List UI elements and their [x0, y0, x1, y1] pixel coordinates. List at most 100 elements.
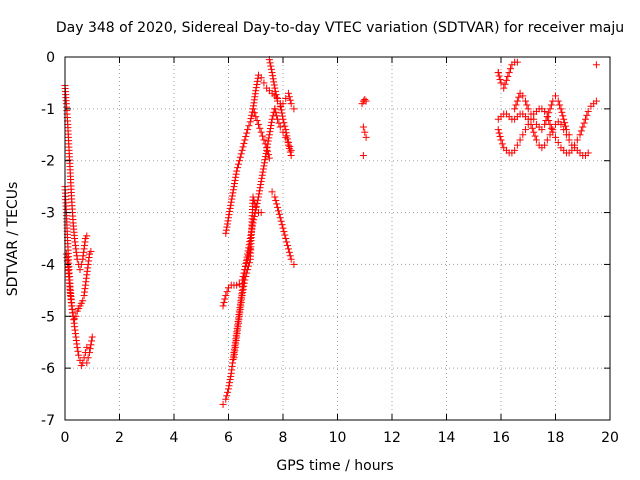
data-point: [76, 266, 84, 274]
data-point: [77, 260, 85, 268]
data-point: [88, 333, 96, 341]
data-point-interp: [278, 221, 286, 229]
data-point-interp: [261, 156, 269, 164]
data-point-interp: [272, 91, 280, 99]
data-point-interp: [250, 196, 258, 204]
x-axis-label: GPS time / hours: [276, 458, 393, 474]
data-point-interp: [273, 94, 281, 102]
data-point-interp: [266, 125, 274, 133]
data-point-interp: [286, 142, 294, 150]
data-point-interp: [561, 122, 569, 130]
data-point: [282, 94, 290, 102]
data-point-interp: [542, 117, 550, 125]
data-point: [219, 400, 227, 408]
data-point: [519, 131, 527, 139]
data-point-interp: [286, 252, 294, 260]
data-point: [87, 341, 95, 349]
data-point: [274, 115, 282, 123]
data-point-interp: [228, 195, 236, 203]
y-axis-label: SDTVAR / TECUs: [5, 182, 21, 297]
data-point-interp: [284, 241, 292, 249]
data-point-interp: [223, 288, 231, 296]
chart-title: Day 348 of 2020, Sidereal Day-to-day VTE…: [56, 20, 624, 36]
y-tick-label: 0: [46, 50, 55, 66]
data-point-interp: [277, 106, 285, 114]
x-tick-label: 0: [61, 430, 70, 446]
data-point-interp: [272, 196, 280, 204]
data-point-interp: [250, 109, 258, 117]
data-point: [541, 107, 549, 115]
data-point: [271, 193, 279, 201]
data-point-interp: [236, 153, 244, 161]
data-point-interp: [237, 150, 245, 158]
data-point-interp: [232, 170, 240, 178]
data-point-interp: [245, 122, 253, 130]
data-point: [554, 139, 562, 147]
data-point-interp: [239, 143, 247, 151]
data-point-interp: [244, 262, 252, 270]
data-point-interp: [278, 109, 286, 117]
data-point-interp: [234, 160, 242, 168]
data-point-interp: [256, 124, 264, 132]
data-point-interp: [240, 282, 248, 290]
data-point-interp: [583, 111, 591, 119]
data-point: [557, 105, 565, 113]
data-point-interp: [283, 238, 291, 246]
data-point-interp: [265, 134, 273, 142]
data-point: [519, 92, 527, 100]
data-point: [75, 351, 83, 359]
data-point: [284, 139, 292, 147]
data-point-interp: [266, 128, 274, 136]
data-point-interp: [270, 81, 278, 89]
data-point: [494, 69, 502, 77]
data-point-interp: [558, 108, 566, 116]
data-point: [244, 266, 252, 274]
x-tick-label: 10: [329, 430, 347, 446]
data-point-interp: [282, 129, 290, 137]
data-point: [83, 359, 91, 367]
data-point: [579, 123, 587, 131]
data-point: [244, 126, 252, 134]
data-point-interp: [261, 140, 269, 148]
data-point: [235, 157, 243, 165]
data-point: [541, 120, 549, 128]
data-point: [560, 115, 568, 123]
data-point-interp: [577, 127, 585, 135]
data-point: [284, 89, 292, 97]
data-point-interp: [240, 139, 248, 147]
data-point: [79, 297, 87, 305]
data-point: [257, 74, 265, 82]
data-point-interp: [227, 201, 235, 209]
data-point: [282, 235, 290, 242]
data-point-interp: [561, 119, 569, 127]
data-point-interp: [251, 200, 259, 208]
data-point-interp: [239, 288, 247, 296]
data-point: [254, 120, 262, 128]
data-point-interp: [547, 124, 555, 132]
data-point: [546, 131, 554, 139]
data-point-interp: [224, 388, 232, 396]
x-tick-label: 2: [115, 430, 124, 446]
data-point-interp: [272, 87, 280, 95]
data-point: [84, 354, 92, 362]
data-point: [565, 131, 573, 139]
data-point: [238, 292, 246, 300]
data-point-interp: [242, 133, 250, 141]
data-point-interp: [256, 184, 264, 192]
data-point-interp: [272, 108, 280, 116]
data-point-interp: [259, 132, 267, 140]
data-point: [246, 118, 254, 126]
y-tick-label: -5: [41, 309, 55, 325]
data-point: [284, 245, 292, 253]
data-point-interp: [224, 217, 232, 225]
data-point: [252, 203, 260, 211]
data-point-interp: [223, 220, 231, 228]
data-point-interp: [223, 223, 231, 231]
data-point-interp: [507, 65, 515, 73]
data-point: [497, 136, 505, 144]
data-point-interp: [269, 72, 277, 80]
data-point: [86, 349, 94, 357]
data-point-interp: [226, 204, 234, 212]
data-point: [584, 149, 592, 157]
data-point: [361, 128, 369, 136]
